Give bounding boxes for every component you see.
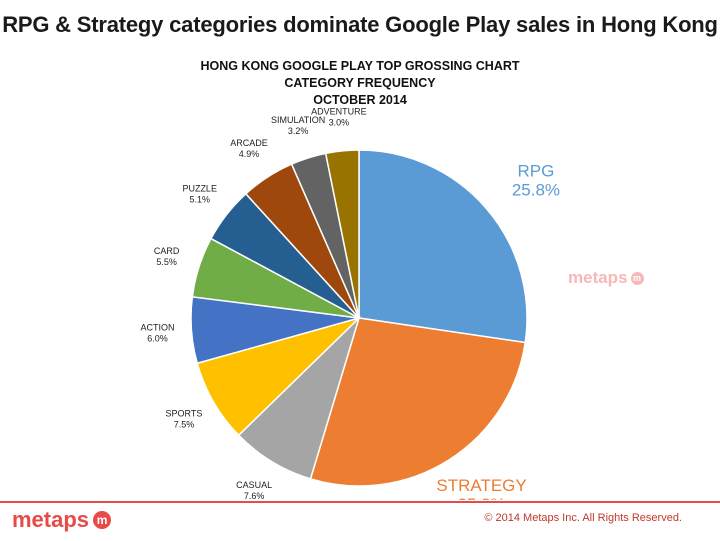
slice-value-simulation: 3.2%	[288, 126, 309, 136]
slice-value-adventure: 3.0%	[329, 118, 350, 128]
pie-slice-adventure	[324, 149, 360, 319]
slice-category-arcade: ARCADE	[230, 138, 268, 148]
footer-logo-icon: m	[93, 511, 112, 529]
slice-value-strategy: 25.8%	[457, 495, 505, 500]
chart-title: HONG KONG GOOGLE PLAY TOP GROSSING CHART…	[120, 58, 600, 109]
slice-category-rpg: RPG	[518, 161, 555, 180]
watermark-text: metaps	[568, 268, 628, 287]
slice-value-rpg: 25.8%	[512, 180, 560, 199]
slice-category-card: CARD	[154, 246, 180, 256]
slice-category-adventure: ADVENTURE	[311, 107, 367, 117]
slice-value-action: 6.0%	[147, 333, 168, 343]
slice-label-strategy: STRATEGY25.8%	[436, 476, 526, 500]
page-headline: RPG & Strategy categories dominate Googl…	[2, 12, 718, 37]
slice-value-card: 5.5%	[156, 257, 177, 267]
slice-category-strategy: STRATEGY	[436, 476, 526, 495]
slice-value-casual: 7.6%	[244, 491, 265, 500]
chart-title-line-2: CATEGORY FREQUENCY	[284, 76, 436, 90]
chart-title-line-3: OCTOBER 2014	[313, 93, 407, 107]
slice-value-arcade: 4.9%	[239, 149, 260, 159]
pie-chart: RPG25.8%STRATEGY25.8%CASUAL7.6%SPORTS7.5…	[141, 107, 561, 500]
slice-category-puzzle: PUZZLE	[182, 183, 217, 193]
slice-category-simulation: SIMULATION	[271, 115, 325, 125]
footer-divider	[0, 501, 720, 503]
pie-slice-rpg	[358, 149, 528, 344]
slice-value-puzzle: 5.1%	[189, 194, 210, 204]
pie-slice-strategy	[309, 317, 527, 487]
watermark-logo-icon: m	[630, 271, 644, 285]
slice-category-casual: CASUAL	[236, 480, 272, 490]
footer-logo-text: metaps	[12, 507, 90, 532]
copyright-text: © 2014 Metaps Inc. All Rights Reserved.	[484, 512, 682, 524]
slice-category-sports: SPORTS	[166, 408, 203, 418]
metaps-watermark: metaps m	[568, 268, 644, 288]
chart-title-line-1: HONG KONG GOOGLE PLAY TOP GROSSING CHART	[200, 59, 520, 73]
metaps-logo: metaps m	[12, 507, 112, 533]
slice-value-sports: 7.5%	[174, 419, 195, 429]
footer: metaps m © 2014 Metaps Inc. All Rights R…	[0, 503, 720, 541]
slice-category-action: ACTION	[141, 322, 175, 332]
